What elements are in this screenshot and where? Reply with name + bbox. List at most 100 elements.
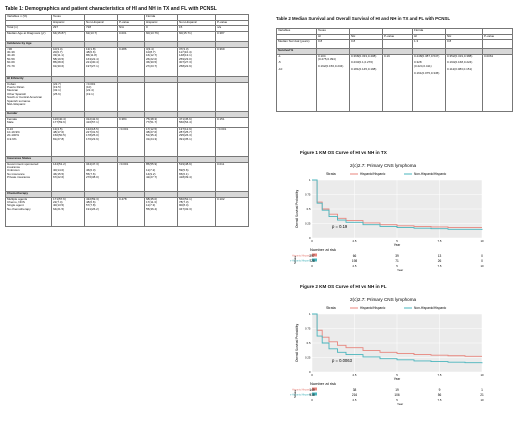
risk-row-swatch bbox=[312, 258, 317, 262]
risk-count: 0 bbox=[481, 259, 483, 263]
table-row: 0-10 10-19.9% 20-100% 0-9.9% 13(4.5) 48(1… bbox=[5, 126, 249, 157]
chart-title: 2(c)2.7: Primary CNS lymphoma bbox=[350, 163, 417, 168]
table-cell bbox=[215, 14, 249, 21]
risk-count: 0 bbox=[481, 254, 483, 258]
figure2-title: Figure 2 KM OS Curve of HI vs NH in FL bbox=[300, 284, 387, 289]
table-cell bbox=[117, 81, 145, 112]
table-cell: 64(15.87) bbox=[51, 30, 85, 42]
figure1-km-chart: 2(c)2.7: Primary CNS lymphoma Strata Hispa… bbox=[290, 160, 490, 278]
x-tick-label: 2.5 bbox=[353, 373, 357, 377]
p-value-annotation: p = 0.19 bbox=[332, 224, 348, 229]
risk-x-tick: 5 bbox=[396, 398, 398, 402]
survival-curve bbox=[312, 179, 483, 230]
table-cell: 560(52.1) 78(7.3) 90(8.4) 347(32.3) bbox=[177, 196, 216, 227]
table-row: <30 30-39 40-49 50-59 60-69 70-79 10(3.4)… bbox=[5, 46, 249, 77]
risk-y-label: Strata bbox=[293, 390, 297, 398]
x-tick-label: 5 bbox=[396, 373, 398, 377]
table-cell: 0.369 bbox=[215, 46, 249, 77]
table-cell: 0.8 bbox=[316, 39, 350, 49]
x-tick-label: 7.5 bbox=[438, 239, 442, 243]
table-cell: -1 -5 -10 bbox=[276, 53, 317, 112]
risk-x-tick: 2.5 bbox=[353, 398, 357, 402]
risk-count: 56 bbox=[438, 393, 442, 397]
survival-curve bbox=[312, 313, 483, 364]
risk-x-tick: 7.5 bbox=[438, 398, 442, 402]
table1-title: Table 1: Demographics and patient charac… bbox=[5, 6, 217, 12]
y-axis-label: Overall Survival Probability bbox=[295, 190, 299, 228]
x-tick-label: 0 bbox=[311, 239, 313, 243]
table-cell: 519(48.9) 59(5.6) 65(6.1) 418(39.4) bbox=[177, 161, 216, 192]
table-cell: 171(57.6) 22(7.4) 40(13.5) 64(21.5) bbox=[51, 196, 85, 227]
y-tick-label: 1 bbox=[309, 312, 311, 316]
table-row: Government sponsored insurance Unknown N… bbox=[5, 161, 249, 192]
table-cell: 10(3.4) 20(6.7) 33(11.1) 58(19.5) 85(28.… bbox=[51, 46, 85, 77]
table-row: -1 -5 -10 0.104 (0.275,0.394) 0.192(0.156… bbox=[276, 53, 513, 112]
table-row: Insurance Status bbox=[5, 155, 249, 163]
table-cell bbox=[382, 39, 413, 49]
y-tick-label: 0.75 bbox=[305, 327, 311, 331]
risk-table-title: Number at risk bbox=[310, 247, 336, 252]
risk-row-swatch bbox=[312, 387, 317, 391]
x-axis-label: Year bbox=[394, 243, 401, 247]
legend-title: Strata bbox=[326, 306, 336, 310]
table-cell: Multiple agents Chemo, NOS Single agent … bbox=[5, 196, 52, 227]
risk-count: 21 bbox=[480, 393, 484, 397]
y-tick-label: 0.5 bbox=[307, 341, 311, 345]
table-cell: Government sponsored insurance Unknown N… bbox=[5, 161, 52, 192]
x-tick-label: 10 bbox=[480, 373, 484, 377]
table-cell: 0-10 10-19.9% 20-100% 0-9.9% bbox=[5, 126, 52, 157]
risk-x-tick: 7.5 bbox=[438, 264, 442, 268]
table-cell: 0.8 bbox=[349, 39, 383, 49]
table-cell: <30 30-39 40-49 50-59 60-69 70-79 bbox=[5, 46, 52, 77]
table-cell: 13(4.5) 48(17.6) 150(50.5) 81(27.8) bbox=[51, 126, 85, 157]
risk-x-label: Year bbox=[397, 402, 403, 406]
table-cell: P-value bbox=[215, 19, 249, 26]
risk-count: 13 bbox=[438, 254, 442, 258]
risk-count: 39 bbox=[395, 254, 399, 258]
risk-row-label: Hispanic/Hispanic bbox=[292, 254, 312, 257]
table-cell: 75(48.3) 77(51.7) bbox=[144, 116, 178, 128]
table-cell: 85(55.9) 11(7.2) 14(9.2) 42(27.7) bbox=[144, 161, 178, 192]
table-cell: <0.001 bbox=[215, 126, 249, 157]
risk-count: 19 bbox=[395, 388, 399, 392]
demographics-table: Variables n (%) Texas Florida Hispanic Non-H… bbox=[5, 14, 249, 227]
risk-row-swatch bbox=[312, 392, 317, 396]
x-tick-label: 5 bbox=[396, 239, 398, 243]
risk-count: 297 bbox=[309, 254, 315, 258]
risk-count: 149 bbox=[309, 388, 315, 392]
table-cell: 0.286 bbox=[117, 46, 145, 77]
y-tick-label: 0.75 bbox=[305, 193, 311, 197]
risk-x-tick: 10 bbox=[480, 264, 484, 268]
table-cell: 0.0061 bbox=[482, 53, 513, 112]
risk-count: 26 bbox=[438, 259, 442, 263]
table-cell: 132(18.5) 227(31.5) 178(25.0) 170(23.9) bbox=[84, 126, 118, 157]
table-cell bbox=[215, 81, 249, 112]
table-cell: 344(47.3) 46(6.3) 55(7.6) 276(38.0) bbox=[84, 161, 118, 192]
table-row: Chemotherapy bbox=[5, 190, 249, 198]
x-tick-label: 0 bbox=[311, 373, 313, 377]
figure2-km-chart: 2(c)2.7: Primary CNS lymphoma Strata Hispa… bbox=[290, 294, 490, 412]
table-cell: 0.102 bbox=[215, 196, 249, 227]
table-cell: 1.3 bbox=[412, 39, 446, 49]
x-tick-label: 10 bbox=[480, 239, 484, 243]
table-row: Median Survival (years) 0.8 0.8 1.3 0.8 bbox=[276, 39, 513, 49]
y-axis-label: Overall Survival Probability bbox=[295, 324, 299, 362]
table-cell: 68(45.0) 17(11.3) 11(7.3) 55(36.4) bbox=[144, 196, 178, 227]
table-cell: 0.104 (0.275,0.394) 0.192(0.156,0.234) bbox=[316, 53, 350, 112]
table2-title: Table 2 Median Survival and Overall Surv… bbox=[276, 16, 451, 21]
legend-label: Hispanic/Hispanic bbox=[360, 306, 386, 310]
y-tick-label: 0.25 bbox=[305, 222, 311, 226]
table-cell: 13(1.8) 48(6.6) 86(11.8) 163(22.4) 221(3… bbox=[84, 46, 118, 77]
table-cell bbox=[177, 81, 216, 112]
table-cell: 432(59.3) 48(6.6) 57(7.8) 191(26.2) bbox=[84, 196, 118, 227]
table-row: Incidence by Age bbox=[5, 40, 249, 48]
table-cell: 0.001 bbox=[117, 30, 145, 42]
risk-x-tick: 10 bbox=[480, 398, 484, 402]
table-cell: 0.387 bbox=[215, 30, 249, 42]
table-cell: 0.8 bbox=[445, 39, 483, 49]
x-tick-label: 2.5 bbox=[353, 239, 357, 243]
risk-count: 38 bbox=[353, 388, 357, 392]
table-row: Median Age at Diagnosis (yr) 64(15.87) 62(… bbox=[5, 30, 249, 42]
risk-count: 1 bbox=[481, 388, 483, 392]
risk-table-title: Number at risk bbox=[310, 381, 336, 386]
